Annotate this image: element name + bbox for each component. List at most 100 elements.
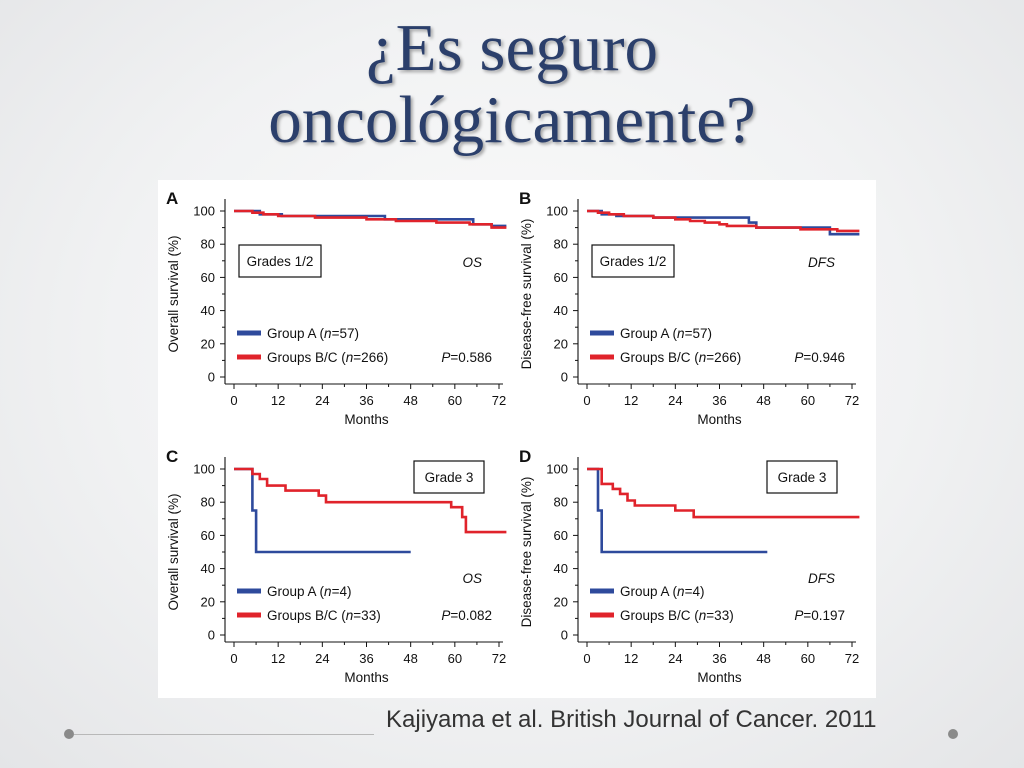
- panel-letter: B: [519, 189, 531, 208]
- y-tick-label: 80: [554, 237, 568, 252]
- y-axis-label: Disease-free survival (%): [519, 477, 534, 628]
- grade-box-label: Grade 3: [778, 470, 827, 485]
- legend-entry: Group A (n=4): [620, 584, 704, 599]
- grade-box: [766, 460, 838, 494]
- y-tick-label: 20: [201, 594, 215, 609]
- x-tick-label: 72: [492, 393, 506, 408]
- p-value: P=0.586: [441, 350, 492, 365]
- legend-entry: Groups B/C (n=266): [267, 350, 388, 365]
- km-curve-groups-bc: [587, 467, 860, 519]
- x-axis-label: Months: [344, 670, 389, 685]
- x-tick-label: 36: [712, 393, 726, 408]
- decorative-dot-right: [948, 729, 958, 739]
- x-tick-label: 60: [801, 651, 815, 666]
- panel-letter: D: [519, 447, 531, 466]
- panel-a: A 0 20 40 60 80 100 0 12 24 36 48 60 72 Months Overall …: [166, 189, 507, 427]
- slide-title: ¿Es seguro oncológicamente?: [0, 12, 1024, 156]
- grade-box: [238, 244, 322, 278]
- x-axis-label: Months: [344, 412, 389, 427]
- y-tick-label: 100: [193, 462, 215, 477]
- x-tick-label: 0: [583, 393, 590, 408]
- y-tick-label: 40: [201, 561, 215, 576]
- endpoint-label: DFS: [808, 571, 835, 586]
- y-tick-label: 40: [554, 561, 568, 576]
- endpoint-label: OS: [462, 255, 482, 270]
- y-tick-label: 0: [561, 628, 568, 643]
- survival-figure-svg: A 0 20 40 60 80 100 0 12 24 36 48 60 72 Months Overall …: [166, 189, 860, 685]
- legend-entry: Group A (n=57): [620, 326, 712, 341]
- legend-entry: Group A (n=57): [267, 326, 359, 341]
- grade-box: [591, 244, 675, 278]
- x-tick-label: 12: [624, 651, 638, 666]
- x-tick-label: 72: [845, 651, 859, 666]
- y-tick-label: 40: [554, 303, 568, 318]
- y-tick-label: 100: [546, 204, 568, 219]
- grade-box-label: Grades 1/2: [600, 254, 667, 269]
- km-curve-groups-bc: [234, 467, 507, 534]
- y-tick-label: 20: [201, 336, 215, 351]
- x-axis-label: Months: [697, 412, 742, 427]
- panel-b: B 0 20 40 60 80 100 0 12 24 36 48 60 72 Months Disease-…: [519, 189, 860, 427]
- x-tick-label: 48: [403, 393, 417, 408]
- panel-c: C 0 20 40 60 80 100 0 12 24 36 48 60 72 Months Overall …: [166, 447, 507, 685]
- y-tick-label: 80: [201, 495, 215, 510]
- y-tick-label: 100: [546, 462, 568, 477]
- decorative-dot-left: [64, 729, 74, 739]
- p-value: P=0.197: [794, 608, 845, 623]
- x-tick-label: 36: [359, 393, 373, 408]
- y-tick-label: 80: [201, 237, 215, 252]
- km-curve-group-a: [234, 467, 411, 554]
- grade-box: [413, 460, 485, 494]
- x-tick-label: 72: [492, 651, 506, 666]
- p-value: P=0.082: [441, 608, 492, 623]
- x-tick-label: 36: [359, 651, 373, 666]
- x-tick-label: 12: [271, 651, 285, 666]
- legend-entry: Group A (n=4): [267, 584, 351, 599]
- x-tick-label: 72: [845, 393, 859, 408]
- y-tick-label: 40: [201, 303, 215, 318]
- x-axis-label: Months: [697, 670, 742, 685]
- decorative-line-left: [74, 734, 374, 735]
- x-tick-label: 24: [315, 393, 329, 408]
- y-tick-label: 60: [201, 528, 215, 543]
- y-tick-label: 60: [201, 270, 215, 285]
- title-line-1: ¿Es seguro: [365, 11, 659, 85]
- legend-entry: Groups B/C (n=33): [620, 608, 734, 623]
- y-tick-label: 20: [554, 336, 568, 351]
- x-tick-label: 48: [403, 651, 417, 666]
- y-tick-label: 0: [208, 370, 215, 385]
- citation: Kajiyama et al. British Journal of Cance…: [386, 706, 877, 733]
- x-tick-label: 36: [712, 651, 726, 666]
- y-tick-label: 80: [554, 495, 568, 510]
- x-tick-label: 24: [668, 651, 682, 666]
- x-tick-label: 12: [624, 393, 638, 408]
- x-tick-label: 48: [756, 651, 770, 666]
- x-tick-label: 0: [230, 393, 237, 408]
- panel-d: D 0 20 40 60 80 100 0 12 24 36 48 60 72 Months Disease-…: [519, 447, 860, 685]
- x-tick-label: 48: [756, 393, 770, 408]
- endpoint-label: DFS: [808, 255, 835, 270]
- title-line-2: oncológicamente?: [268, 83, 756, 157]
- panel-letter: C: [166, 447, 178, 466]
- y-axis-label: Overall survival (%): [166, 235, 181, 352]
- p-value: P=0.946: [794, 350, 845, 365]
- legend-entry: Groups B/C (n=33): [267, 608, 381, 623]
- x-tick-label: 60: [801, 393, 815, 408]
- x-tick-label: 24: [668, 393, 682, 408]
- y-tick-label: 60: [554, 270, 568, 285]
- y-tick-label: 0: [208, 628, 215, 643]
- grade-box-label: Grade 3: [425, 470, 474, 485]
- x-tick-label: 0: [583, 651, 590, 666]
- x-tick-label: 60: [448, 393, 462, 408]
- km-curve-groups-bc: [234, 209, 507, 229]
- y-tick-label: 100: [193, 204, 215, 219]
- x-tick-label: 24: [315, 651, 329, 666]
- y-axis-label: Disease-free survival (%): [519, 219, 534, 370]
- y-tick-label: 60: [554, 528, 568, 543]
- endpoint-label: OS: [462, 571, 482, 586]
- panel-letter: A: [166, 189, 178, 208]
- x-tick-label: 12: [271, 393, 285, 408]
- grade-box-label: Grades 1/2: [247, 254, 314, 269]
- x-tick-label: 60: [448, 651, 462, 666]
- x-tick-label: 0: [230, 651, 237, 666]
